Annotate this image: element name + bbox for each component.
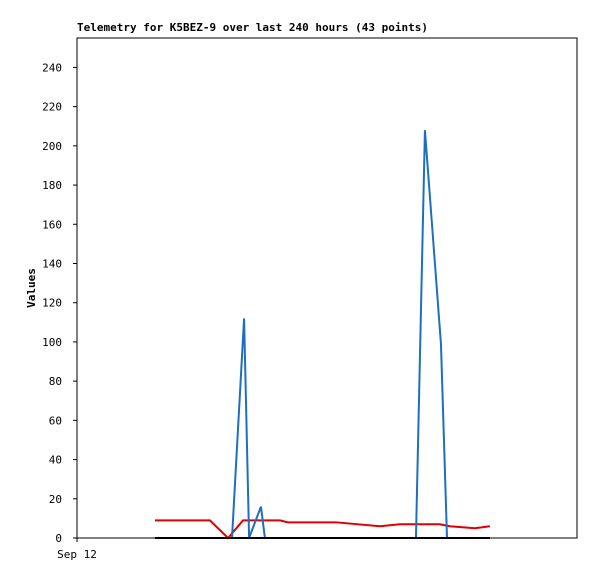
y-tick-label: 40 — [49, 454, 62, 467]
x-tick-label: Sep 12 — [57, 548, 97, 561]
plot-frame — [76, 37, 578, 539]
y-tick-label: 220 — [42, 101, 62, 114]
y-tick-label: 60 — [49, 414, 62, 427]
y-tick-label: 200 — [42, 140, 62, 153]
chart-title: Telemetry for K5BEZ-9 over last 240 hour… — [77, 21, 428, 34]
y-tick-label: 140 — [42, 257, 62, 270]
y-axis-label: Values — [25, 268, 38, 308]
y-tick-label: 240 — [42, 61, 62, 74]
y-tick-label: 100 — [42, 336, 62, 349]
y-tick-label: 160 — [42, 218, 62, 231]
y-tick-label: 120 — [42, 297, 62, 310]
y-tick-label: 180 — [42, 179, 62, 192]
y-tick-label: 20 — [49, 493, 62, 506]
series-line — [154, 130, 490, 539]
series-line — [154, 519, 491, 540]
y-tick-label: 0 — [55, 532, 62, 545]
y-tick-label: 80 — [49, 375, 62, 388]
